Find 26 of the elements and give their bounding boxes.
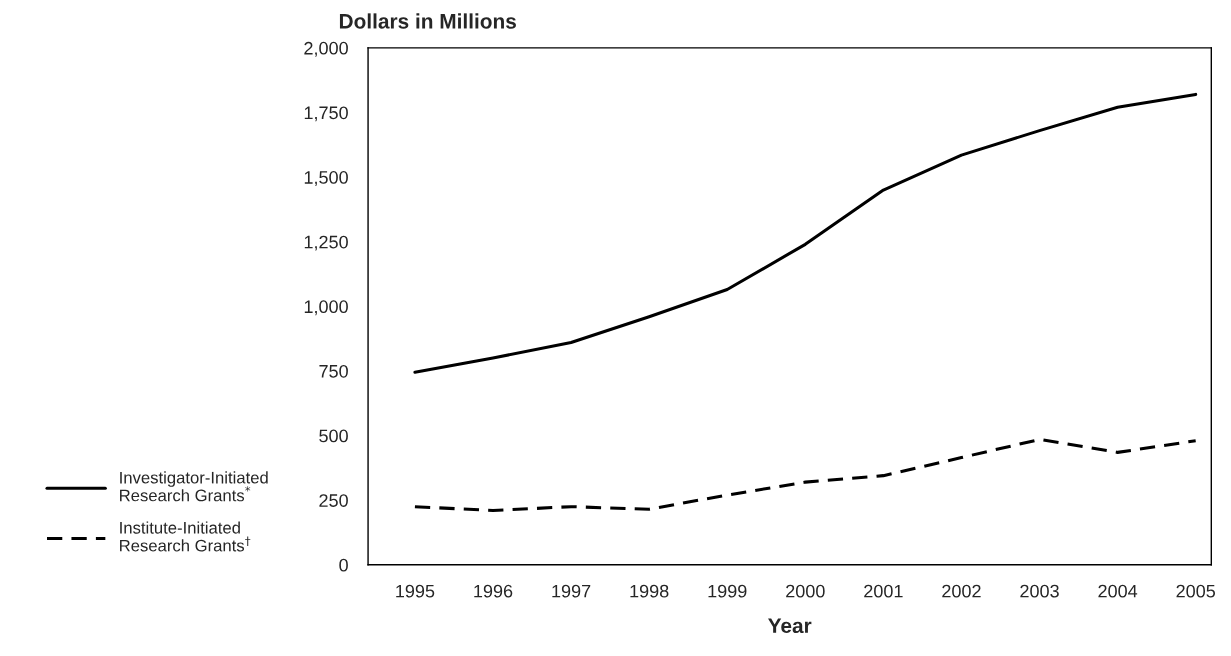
x-tick-label: 2000 xyxy=(786,584,825,598)
x-tick-label: 2003 xyxy=(1020,584,1059,598)
y-tick-label: 750 xyxy=(319,364,348,378)
chart-title: Dollars in Millions xyxy=(339,13,516,29)
x-tick-label: 1996 xyxy=(474,584,513,598)
y-tick-label: 500 xyxy=(319,429,348,443)
line-series xyxy=(413,92,1198,374)
y-tick-label: 0 xyxy=(339,558,348,572)
y-tick-label: 1,250 xyxy=(304,235,348,251)
y-tick-label: 1,750 xyxy=(304,106,348,122)
legend-label: Institute-Initiated Research Grants$^{†}$ xyxy=(120,521,251,552)
x-tick-label: 1997 xyxy=(552,584,591,598)
legend-label: Investigator-Initiated Research Grants$^{*}$ xyxy=(120,471,268,502)
x-tick-label: 1995 xyxy=(396,584,435,598)
x-tick-label: 2002 xyxy=(942,584,981,598)
line-series xyxy=(413,437,1198,513)
y-tick-label: 1,000 xyxy=(304,300,348,316)
x-tick-label: 2001 xyxy=(864,584,903,598)
x-tick-label: 2005 xyxy=(1176,584,1216,598)
y-tick-label: 250 xyxy=(319,494,348,507)
y-tick-label: 2,000 xyxy=(304,41,348,57)
x-tick-label: 1999 xyxy=(708,584,747,598)
x-tick-label: 1998 xyxy=(630,584,669,598)
y-tick-label: 1,500 xyxy=(304,171,348,186)
x-axis-title: Year xyxy=(768,618,812,634)
x-tick-label: 2004 xyxy=(1098,584,1138,598)
